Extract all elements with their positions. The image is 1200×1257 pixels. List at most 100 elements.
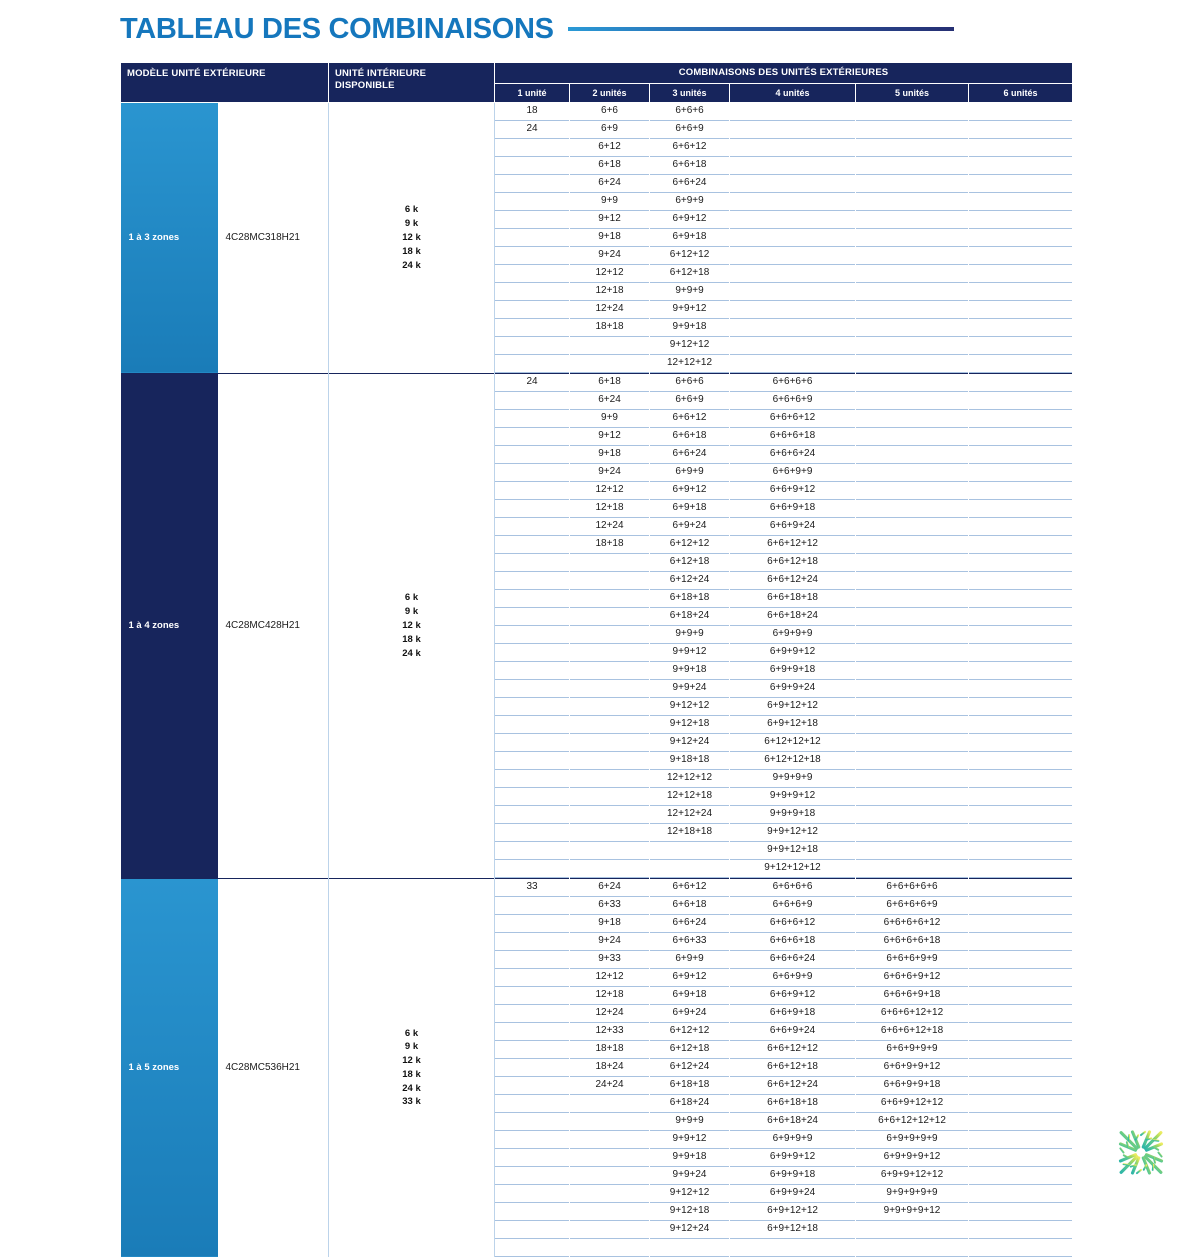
combo-column-5-section-1 bbox=[855, 101, 970, 374]
combo-column-2-section-3: 6+24 6+33 9+18 9+24 9+33 12+12 12+18 12+24 12+33… bbox=[569, 877, 651, 1257]
combo-cell: 6+18 bbox=[570, 157, 650, 175]
combo-cell-empty bbox=[969, 572, 1073, 590]
combo-cell: 6+12+18 bbox=[650, 265, 730, 283]
combo-cell: 6+18+24 bbox=[650, 608, 730, 626]
combo-cell: 6+12+12 bbox=[650, 1023, 730, 1041]
combo-cell-empty bbox=[969, 211, 1073, 229]
combo-cell-empty bbox=[856, 842, 969, 860]
combo-cell: 6+6+6+9+12 bbox=[856, 969, 969, 987]
header-col-1-unite: 1 unité bbox=[494, 82, 571, 103]
indoor-unit-capacity: 12 k bbox=[402, 1055, 421, 1067]
header-col-3-unites: 3 unités bbox=[649, 82, 731, 103]
zone-label-3: 1 à 5 zones bbox=[120, 877, 218, 1257]
combo-cell-empty bbox=[856, 301, 969, 319]
combo-cell: 6+6+6+12+12 bbox=[856, 1005, 969, 1023]
combo-cell-empty bbox=[969, 319, 1073, 337]
combo-cell: 6+6+18+24 bbox=[730, 1113, 856, 1131]
combo-cell: 6+6+6 bbox=[650, 103, 730, 121]
combo-cell-empty bbox=[969, 554, 1073, 572]
combo-cell-empty bbox=[495, 1023, 570, 1041]
combo-cell-empty bbox=[570, 770, 650, 788]
combo-cell-empty bbox=[856, 157, 969, 175]
combo-cell: 6+6+6+6 bbox=[730, 374, 856, 392]
indoor-units-2: 6 k 9 k 12 k 18 k 24 k bbox=[328, 372, 496, 879]
table-row: 1 à 4 zones 4C28MC428H21 6 k 9 k 12 k 18 k 24 … bbox=[120, 372, 1074, 879]
combo-cell: 9+12+18 bbox=[650, 1203, 730, 1221]
combo-cell-empty bbox=[969, 842, 1073, 860]
combo-cell: 6+6+9+18 bbox=[730, 1005, 856, 1023]
combo-cell-empty bbox=[856, 374, 969, 392]
combo-cell-empty bbox=[969, 626, 1073, 644]
combo-cell: 6+6+12 bbox=[650, 410, 730, 428]
combo-cell: 9+9+12+18 bbox=[730, 842, 856, 860]
indoor-units-3: 6 k 9 k 12 k 18 k 24 k 33 k bbox=[328, 877, 496, 1257]
combo-cell: 9+9+9 bbox=[650, 1113, 730, 1131]
combo-cell-empty bbox=[495, 1185, 570, 1203]
combo-cell-empty bbox=[856, 410, 969, 428]
header-col-4-unites: 4 unités bbox=[729, 82, 857, 103]
combo-cell: 18 bbox=[495, 103, 570, 121]
combo-cell-empty bbox=[969, 1239, 1073, 1257]
combo-cell-empty bbox=[730, 157, 856, 175]
combo-cell-empty bbox=[969, 879, 1073, 897]
outdoor-model-2: 4C28MC428H21 bbox=[217, 372, 330, 879]
combo-cell: 6+6+33 bbox=[650, 933, 730, 951]
combo-cell-empty bbox=[969, 1005, 1073, 1023]
combo-cell-empty bbox=[570, 752, 650, 770]
combo-cell: 24 bbox=[495, 374, 570, 392]
combo-cell: 9+12+12 bbox=[650, 337, 730, 355]
combo-cell: 6+9+9+18 bbox=[730, 1167, 856, 1185]
combo-cell-empty bbox=[969, 247, 1073, 265]
combo-cell-empty bbox=[856, 680, 969, 698]
combo-cell-empty bbox=[495, 355, 570, 373]
combo-cell-empty bbox=[730, 193, 856, 211]
combo-cell: 12+12+12 bbox=[650, 770, 730, 788]
combo-cell: 9+33 bbox=[570, 951, 650, 969]
combo-cell: 9+9+24 bbox=[650, 1167, 730, 1185]
combo-cell-empty bbox=[856, 662, 969, 680]
combo-cell-empty bbox=[495, 680, 570, 698]
indoor-unit-capacity: 6 k bbox=[404, 1027, 419, 1039]
combo-cell: 6+6+18 bbox=[650, 428, 730, 446]
combo-cell: 9+9+18 bbox=[650, 662, 730, 680]
combo-cell: 6+6+6+6+12 bbox=[856, 915, 969, 933]
combo-cell-empty bbox=[495, 626, 570, 644]
combo-cell: 9+9+9 bbox=[650, 283, 730, 301]
indoor-unit-capacity: 9 k bbox=[404, 1041, 419, 1053]
combo-cell-empty bbox=[570, 1095, 650, 1113]
combo-cell-empty bbox=[495, 1239, 570, 1257]
header-indoor-available: UNITÉ INTÉRIEURE DISPONIBLE bbox=[328, 62, 496, 103]
combo-cell-empty bbox=[969, 139, 1073, 157]
combo-cell: 9+12+24 bbox=[650, 734, 730, 752]
title-rule-divider bbox=[567, 27, 954, 31]
header-model-outdoor: MODÈLE UNITÉ EXTÉRIEURE bbox=[119, 62, 330, 103]
combo-cell: 12+12 bbox=[570, 969, 650, 987]
combo-cell: 6+6+18+18 bbox=[730, 590, 856, 608]
combo-cell-empty bbox=[570, 716, 650, 734]
combo-cell: 6+12+12+12 bbox=[730, 734, 856, 752]
combo-cell: 6+6+6 bbox=[650, 374, 730, 392]
combo-cell-empty bbox=[856, 446, 969, 464]
combo-cell-empty bbox=[969, 716, 1073, 734]
combo-cell-empty bbox=[969, 915, 1073, 933]
combo-cell: 12+18 bbox=[570, 500, 650, 518]
combo-cell-empty bbox=[969, 806, 1073, 824]
combo-cell: 9+9 bbox=[570, 193, 650, 211]
combo-cell: 6+6+9+9+18 bbox=[856, 1077, 969, 1095]
combo-cell: 6+6+9+12 bbox=[730, 482, 856, 500]
combo-cell-empty bbox=[730, 211, 856, 229]
combo-cell: 12+33 bbox=[570, 1023, 650, 1041]
combo-cell-empty bbox=[495, 392, 570, 410]
combo-cell: 6+9+12 bbox=[650, 969, 730, 987]
combo-cell-empty bbox=[969, 951, 1073, 969]
combo-cell: 6+6+9+24 bbox=[730, 1023, 856, 1041]
logo-ray-branch bbox=[1122, 1154, 1130, 1159]
combo-cell-empty bbox=[495, 824, 570, 842]
combo-cell: 9+9+12 bbox=[650, 644, 730, 662]
combo-cell-empty bbox=[495, 518, 570, 536]
combo-cell-empty bbox=[969, 969, 1073, 987]
combo-cell: 12+12+18 bbox=[650, 788, 730, 806]
combo-cell: 6+9 bbox=[570, 121, 650, 139]
combo-column-1-section-2: 24 bbox=[494, 372, 571, 879]
combo-cell-empty bbox=[570, 590, 650, 608]
